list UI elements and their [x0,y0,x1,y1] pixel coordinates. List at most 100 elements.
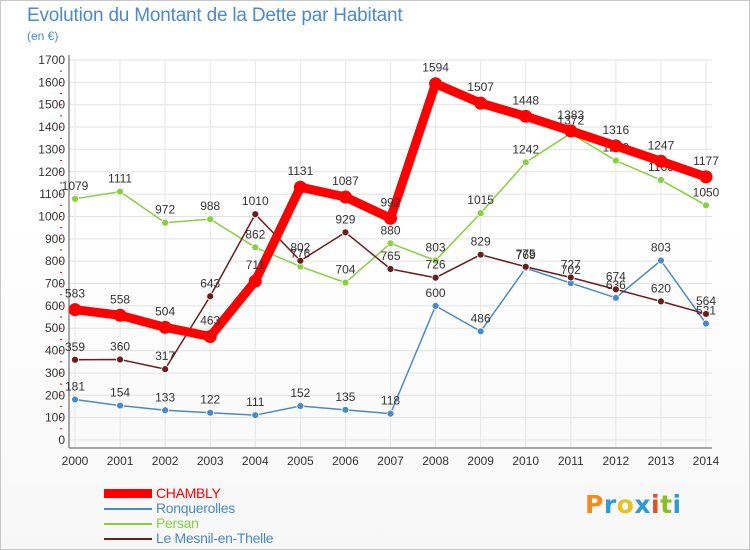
x-tick-label: 2001 [107,454,134,468]
data-label: 359 [65,340,85,354]
legend-swatch [104,507,152,510]
data-label: 704 [335,263,355,277]
data-label: 1247 [648,138,675,152]
data-label: 992 [380,195,400,209]
data-point [341,228,350,237]
data-label: 765 [380,249,400,263]
data-label: 564 [696,294,716,308]
data-label: 769 [516,248,536,262]
legend-item: CHAMBLY [104,486,273,501]
data-label: 862 [245,227,265,241]
data-label: 802 [290,241,310,255]
data-point [521,158,530,167]
data-point [386,265,395,273]
y-tick-label: 1500 [38,98,65,112]
data-point [657,297,665,306]
data-label: 643 [200,276,220,290]
data-point [386,239,395,248]
data-point [702,319,710,328]
data-point [702,201,710,210]
data-label: 1507 [467,80,494,94]
data-label: 727 [561,257,581,271]
chart-unit: (en €) [27,29,59,43]
data-point [158,320,172,334]
x-tick-label: 2006 [332,454,359,468]
data-label: 558 [110,292,130,306]
legend: CHAMBLY Ronquerolles Persan Le Mesnil-en… [104,486,274,546]
y-tick-label: 400 [45,344,65,358]
data-point [161,406,170,415]
y-tick-label: 1400 [38,120,65,134]
data-point [609,139,623,153]
legend-label: Le Mesnil-en-Thelle [156,530,274,546]
data-point [521,262,530,271]
data-label: 463 [200,314,220,328]
y-tick-label: 700 [45,277,65,291]
y-tick-label: 1000 [38,209,65,223]
data-label: 1131 [287,164,313,178]
data-point [296,256,305,265]
y-tick-label: 200 [45,388,65,402]
x-tick-label: 2013 [648,454,675,468]
data-point [293,180,307,194]
legend-item: Le Mesnil-en-Thelle [104,530,274,546]
data-point [702,310,710,318]
data-point [429,77,443,91]
data-point [657,256,665,265]
data-label: 111 [246,395,265,409]
y-tick-label: 1300 [38,142,65,156]
data-label: 674 [606,269,626,283]
x-tick-label: 2009 [467,454,494,468]
data-point [203,330,217,344]
data-point [431,301,440,310]
data-label: 504 [155,304,175,318]
data-label: 317 [155,349,175,363]
legend-swatch [104,489,152,498]
x-tick-label: 2003 [197,454,224,468]
data-point [341,278,350,287]
x-tick-label: 2002 [152,454,179,468]
data-point [611,293,620,302]
data-point [474,96,488,110]
data-point [386,409,395,418]
y-tick-label: 900 [45,232,65,246]
data-point [476,327,485,336]
data-point [654,154,668,168]
data-label: 1010 [242,194,269,208]
data-point [251,411,260,420]
y-tick-label: 500 [45,321,65,335]
data-point [566,273,575,282]
data-label: 1242 [512,142,539,156]
data-point [206,215,215,224]
data-label: 1087 [332,174,359,188]
data-label: 1111 [108,172,132,186]
data-label: 1050 [693,185,720,199]
data-label: 988 [200,199,220,213]
data-label: 360 [110,340,130,354]
data-point [476,209,485,218]
data-point [431,273,440,282]
data-point [251,243,260,252]
x-tick-label: 2010 [512,454,539,468]
data-point [611,285,620,294]
x-tick-label: 2014 [693,454,720,468]
x-tick-label: 2005 [287,454,314,468]
data-label: 1079 [62,179,89,193]
data-point [657,176,665,184]
data-label: 972 [155,203,175,217]
data-label: 1372 [557,113,584,127]
y-tick-label: 300 [45,366,65,380]
data-point [113,308,127,322]
data-point [431,256,440,265]
data-point [116,355,124,364]
data-label: 726 [426,258,446,272]
data-point [161,218,170,227]
legend-label: Persan [156,515,199,531]
chart-title: Evolution du Montant de la Dette par Hab… [27,5,403,26]
y-tick-label: 800 [45,254,65,268]
data-label: 135 [335,390,355,404]
data-label: 1448 [512,93,539,107]
legend-item: Ronquerolles [104,501,273,516]
data-label: 583 [65,287,85,301]
